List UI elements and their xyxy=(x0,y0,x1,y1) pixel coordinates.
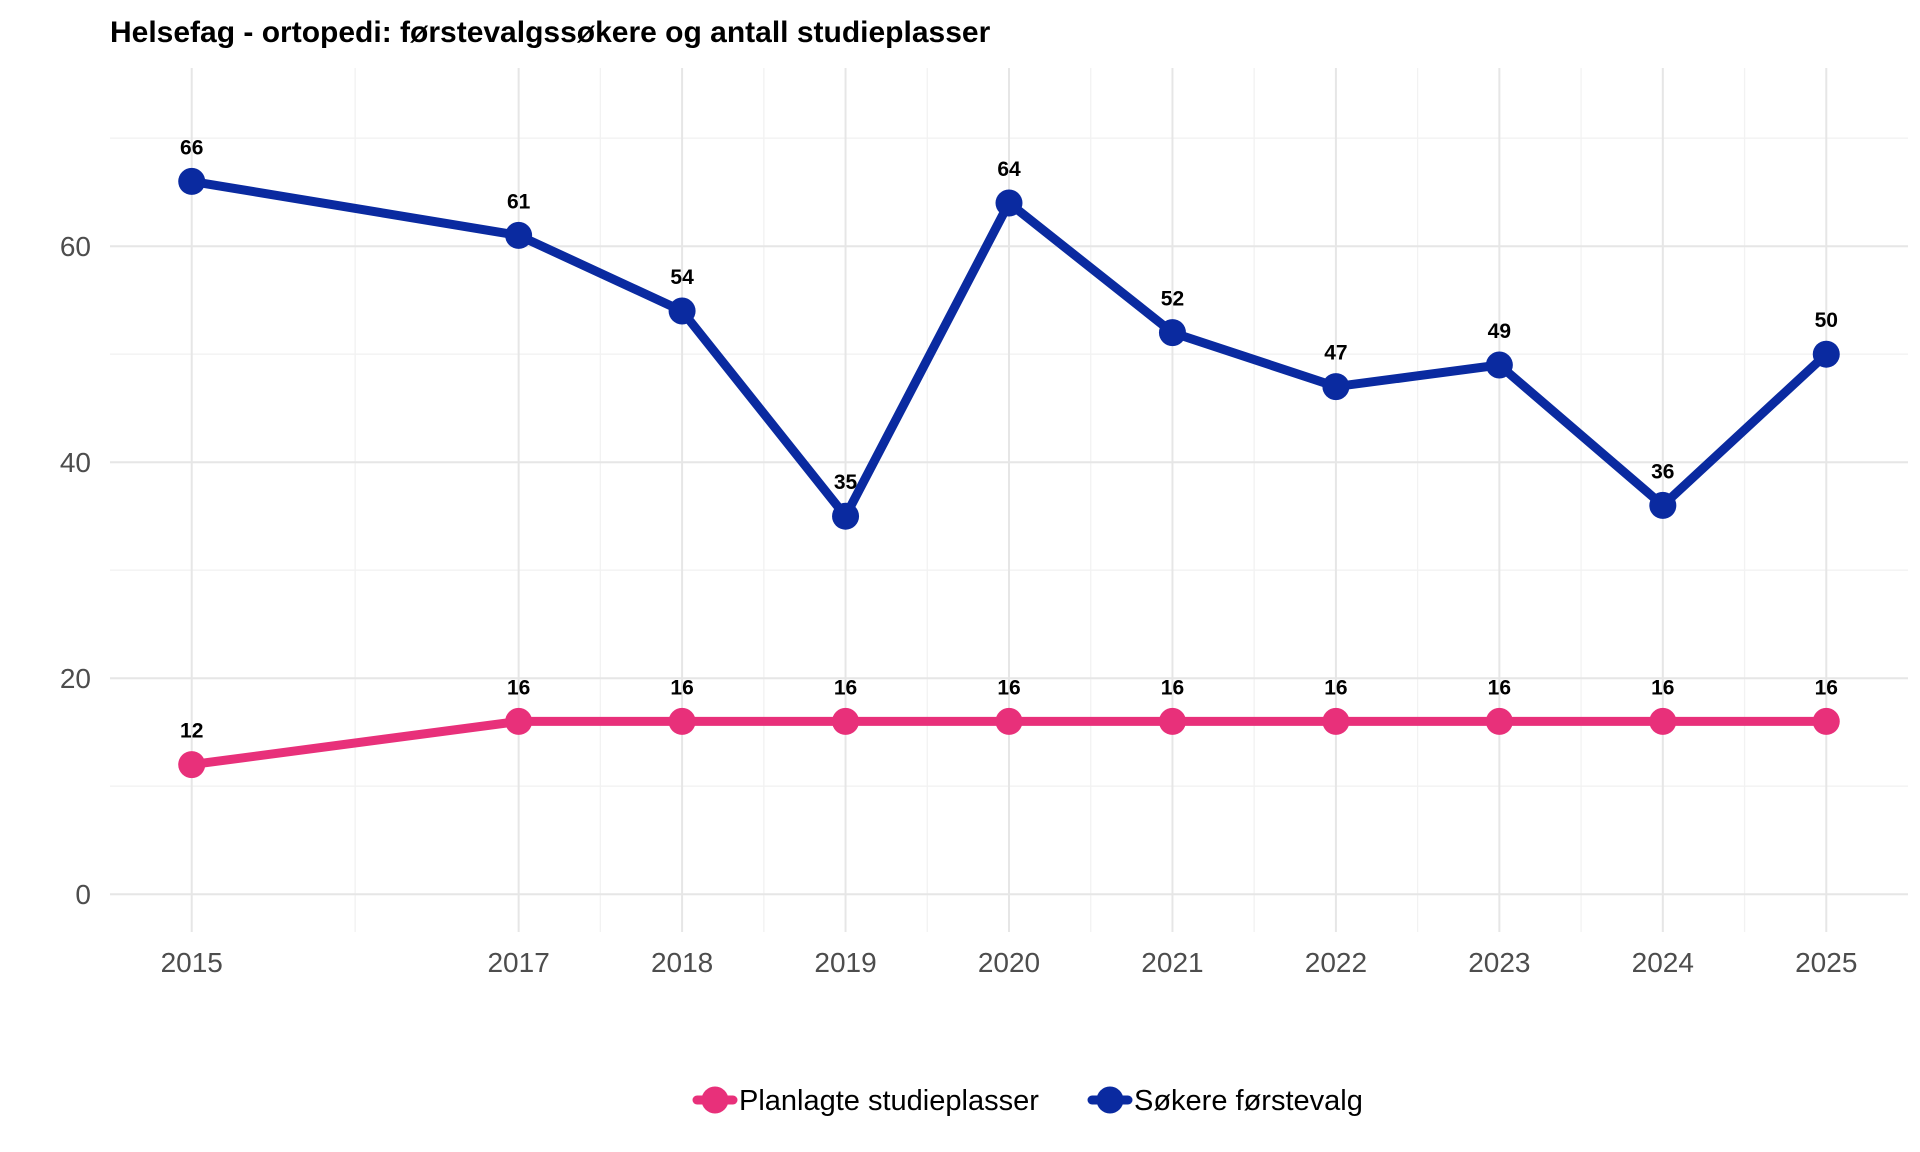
series xyxy=(178,167,1840,779)
data-point xyxy=(832,502,860,530)
x-tick-label: 2018 xyxy=(651,947,713,978)
data-label: 16 xyxy=(834,676,857,699)
x-tick-label: 2021 xyxy=(1141,947,1203,978)
legend-key-point xyxy=(1096,1086,1124,1114)
data-label: 16 xyxy=(1161,676,1184,699)
data-label: 16 xyxy=(507,676,530,699)
data-label: 61 xyxy=(507,190,531,213)
data-point xyxy=(1322,707,1350,735)
legend-label: Planlagte studieplasser xyxy=(739,1085,1039,1117)
data-label: 64 xyxy=(997,158,1021,181)
series-line-0 xyxy=(187,176,1831,521)
data-label: 12 xyxy=(180,720,203,743)
x-tick-label: 2017 xyxy=(487,947,549,978)
chart-title: Helsefag - ortopedi: førstevalgssøkere o… xyxy=(110,16,991,49)
y-tick-label: 20 xyxy=(60,663,91,694)
data-label: 50 xyxy=(1815,309,1838,332)
axis-labels: 0 20 40 60 2015 2017 2018 2019 2020 2021 2022 2023 2… xyxy=(60,231,1858,978)
grid xyxy=(110,68,1908,932)
data-label: 16 xyxy=(997,676,1020,699)
data-label: 52 xyxy=(1161,288,1184,311)
x-tick-label: 2020 xyxy=(978,947,1040,978)
data-label: 16 xyxy=(1324,676,1347,699)
x-tick-label: 2019 xyxy=(814,947,876,978)
y-tick-label: 40 xyxy=(60,447,91,478)
data-label: 16 xyxy=(1815,676,1838,699)
data-point xyxy=(1158,319,1186,347)
data-label: 54 xyxy=(670,266,694,289)
data-point xyxy=(1649,491,1677,519)
data-label: 49 xyxy=(1488,320,1511,343)
data-point xyxy=(668,707,696,735)
data-point xyxy=(505,707,533,735)
x-tick-label: 2023 xyxy=(1468,947,1530,978)
data-point xyxy=(178,751,206,779)
legend-key-point xyxy=(701,1086,729,1114)
x-tick-label: 2025 xyxy=(1795,947,1857,978)
x-tick-label: 2015 xyxy=(161,947,223,978)
data-point xyxy=(505,221,533,249)
legend-label: Søkere førstevalg xyxy=(1134,1085,1363,1117)
data-label: 35 xyxy=(834,471,858,494)
data-point xyxy=(995,707,1023,735)
data-labels: 66 61 54 35 64 52 47 49 36 50 12 16 16 16 16 16 16 16 16 16 xyxy=(180,136,1838,742)
legend: Planlagte studieplasser Søkere førstevalg xyxy=(692,1085,1363,1117)
x-tick-label: 2022 xyxy=(1305,947,1367,978)
data-label: 36 xyxy=(1651,460,1674,483)
data-label: 47 xyxy=(1324,342,1347,365)
data-point xyxy=(995,189,1023,217)
data-point xyxy=(1322,373,1350,401)
data-label: 16 xyxy=(1488,676,1511,699)
data-point xyxy=(1812,340,1840,368)
data-label: 66 xyxy=(180,136,203,159)
data-label: 16 xyxy=(670,676,693,699)
y-tick-label: 0 xyxy=(75,879,91,910)
y-tick-label: 60 xyxy=(60,231,91,262)
data-point xyxy=(1485,351,1513,379)
data-point xyxy=(1158,707,1186,735)
data-point xyxy=(832,707,860,735)
data-point xyxy=(668,297,696,325)
data-point xyxy=(1812,707,1840,735)
data-point xyxy=(1649,707,1677,735)
data-point xyxy=(1485,707,1513,735)
series-line-1 xyxy=(187,716,1831,770)
data-point xyxy=(178,167,206,195)
data-label: 16 xyxy=(1651,676,1674,699)
x-tick-label: 2024 xyxy=(1632,947,1694,978)
